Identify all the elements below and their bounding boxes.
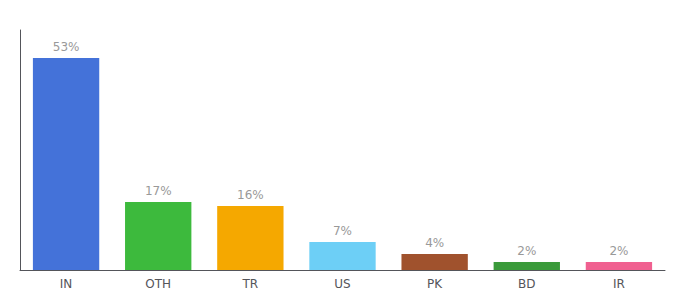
svg-text:4%: 4%	[425, 236, 444, 250]
svg-text:OTH: OTH	[145, 277, 171, 291]
svg-text:2%: 2%	[609, 244, 628, 258]
svg-text:BD: BD	[518, 277, 535, 291]
svg-text:TR: TR	[242, 277, 259, 291]
svg-text:IN: IN	[60, 277, 73, 291]
svg-text:2%: 2%	[517, 244, 536, 258]
svg-text:PK: PK	[427, 277, 443, 291]
svg-text:53%: 53%	[53, 40, 80, 54]
svg-text:16%: 16%	[237, 188, 264, 202]
svg-text:17%: 17%	[145, 184, 172, 198]
svg-text:IR: IR	[613, 277, 625, 291]
svg-text:US: US	[334, 277, 350, 291]
svg-text:7%: 7%	[333, 224, 352, 238]
